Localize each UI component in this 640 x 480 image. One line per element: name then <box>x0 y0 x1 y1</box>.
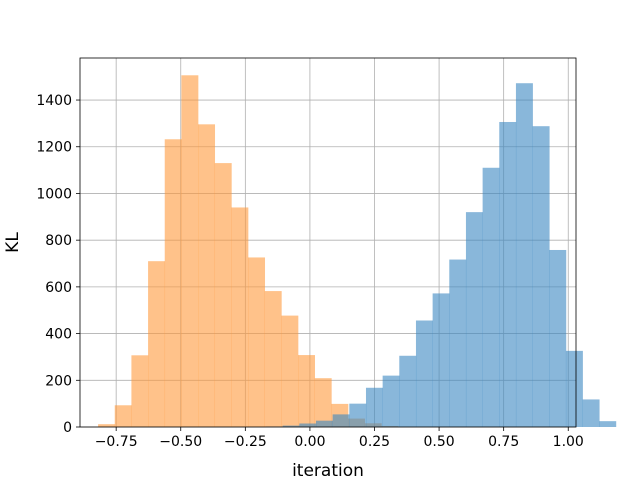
x-tick-label: −0.50 <box>159 434 202 450</box>
histogram-bar <box>515 83 533 428</box>
histogram-bar <box>499 121 517 427</box>
histogram-bar <box>482 167 500 428</box>
histogram-bar <box>264 291 282 427</box>
histogram-bar <box>415 320 433 427</box>
histogram-bar <box>298 355 315 427</box>
histogram-bar <box>582 399 600 427</box>
histogram-bar <box>565 350 583 427</box>
histogram-bar <box>198 124 216 427</box>
y-tick-label: 1200 <box>36 140 72 156</box>
x-tick-label: 0.50 <box>423 434 454 450</box>
histogram-bar <box>349 403 367 427</box>
x-tick-label: 1.00 <box>553 434 584 450</box>
histogram-bar <box>148 261 166 427</box>
histogram-bars <box>98 75 617 428</box>
y-tick-label: 800 <box>45 233 72 249</box>
histogram-bar <box>231 207 249 427</box>
histogram-bar <box>164 139 182 427</box>
y-tick-label: 1000 <box>36 186 72 202</box>
histogram-series-1 <box>266 83 617 428</box>
histogram-bar <box>432 293 450 427</box>
x-tick-label: −0.25 <box>224 434 267 450</box>
histogram-bar <box>365 387 383 427</box>
histogram-bar <box>299 423 317 427</box>
y-axis-ticks: 0 200 400 600 800 1000 1200 1400 <box>36 93 80 436</box>
x-tick-label: 0.00 <box>294 434 325 450</box>
histogram-bar <box>399 355 417 427</box>
histogram-bar <box>248 257 266 427</box>
x-tick-label: 0.25 <box>359 434 390 450</box>
y-tick-label: 400 <box>45 327 72 343</box>
x-axis-label: iteration <box>292 461 364 480</box>
histogram-bar <box>599 421 617 427</box>
y-tick-label: 1400 <box>36 93 72 109</box>
histogram-bar <box>532 126 550 427</box>
y-axis-label: KL <box>3 232 23 253</box>
histogram-bar <box>332 414 350 427</box>
histogram-bar <box>281 315 299 427</box>
histogram-bar <box>314 378 332 427</box>
histogram-bar <box>382 375 400 427</box>
histogram-bar <box>549 249 567 427</box>
histogram-series-0 <box>98 75 399 427</box>
y-tick-label: 0 <box>63 420 72 436</box>
histogram-bar <box>114 405 132 427</box>
x-tick-label: 0.75 <box>488 434 519 450</box>
histogram-bar <box>449 259 467 427</box>
histogram-bar <box>181 75 199 427</box>
histogram-bar <box>214 163 232 427</box>
histogram-bar <box>282 425 300 427</box>
y-tick-label: 600 <box>45 280 72 296</box>
x-tick-label: −0.75 <box>95 434 138 450</box>
histogram-bar <box>131 355 149 427</box>
histogram-bar <box>315 420 333 427</box>
histogram-bar <box>98 424 116 427</box>
histogram-bar <box>465 212 483 427</box>
plot-frame <box>79 57 577 428</box>
x-axis-ticks: −0.75 −0.50 −0.25 0.00 0.25 0.50 0.75 1.00 <box>95 427 584 450</box>
y-tick-label: 200 <box>45 373 72 389</box>
